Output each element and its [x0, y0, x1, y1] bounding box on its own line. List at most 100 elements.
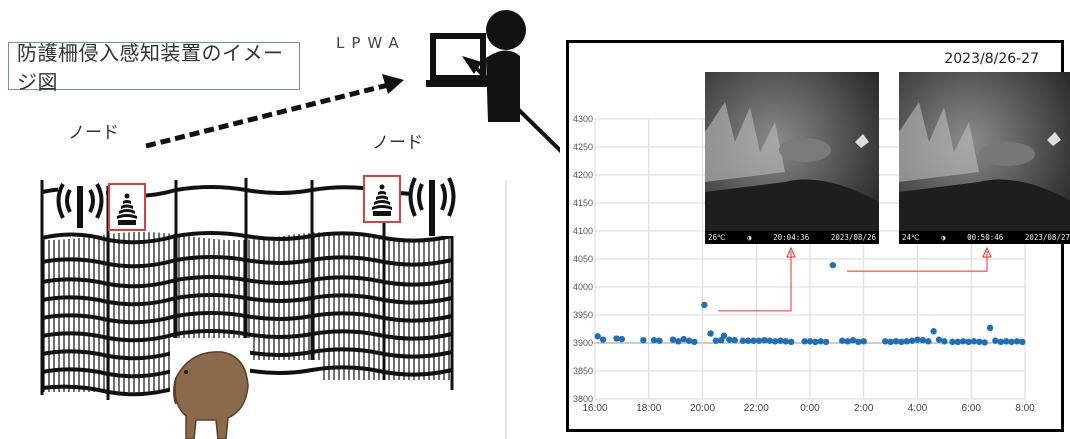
antenna-icon [56, 183, 104, 228]
x-tick-label: 8:00 [1015, 403, 1035, 414]
data-point [992, 337, 999, 344]
y-tick-label: 4000 [573, 282, 593, 292]
data-point [822, 338, 830, 346]
data-point [701, 301, 708, 309]
night-camera-photo [899, 72, 1070, 244]
data-point [855, 338, 862, 346]
node-label-left: ノード [68, 123, 119, 143]
data-point [941, 338, 948, 345]
camera-date: 2023/08/26 [830, 233, 876, 242]
x-tick-label: 4:00 [908, 403, 928, 414]
y-tick-label: 3850 [573, 366, 593, 376]
y-tick-label: 4050 [573, 254, 593, 264]
data-point [726, 336, 733, 343]
data-point [755, 337, 763, 344]
data-point [707, 330, 714, 337]
data-point [839, 337, 846, 344]
data-point [685, 337, 693, 344]
x-tick-label: 16:00 [582, 403, 607, 414]
data-point [812, 338, 819, 346]
data-point [599, 336, 607, 343]
y-tick-label: 3800 [573, 394, 593, 404]
data-point [675, 338, 682, 345]
connector-arrowhead [982, 246, 992, 258]
x-tick-label: 18:00 [636, 403, 661, 414]
moon-icon: ◑ [747, 233, 752, 242]
x-tick-label: 20:00 [690, 403, 715, 414]
node-right [363, 168, 458, 236]
sensor-chart-panel: 3800 3850 3900 3950 4000 4050 4100 4150 4200 4250… [566, 40, 1070, 432]
data-point [691, 338, 698, 346]
data-point [930, 328, 937, 335]
data-point [618, 335, 626, 343]
camera-temp: 26℃ [708, 233, 726, 242]
connector-arrowhead [786, 246, 796, 258]
data-point [844, 338, 851, 345]
data-point [782, 338, 790, 345]
lpwa-arrow [145, 74, 404, 149]
camera-date: 2023/08/27 [1024, 233, 1070, 242]
data-point [656, 337, 663, 344]
data-point [1008, 338, 1015, 346]
data-point [650, 337, 658, 344]
data-point [594, 333, 601, 340]
data-point [919, 337, 927, 344]
wild-boar-image [170, 338, 250, 439]
data-point [806, 338, 814, 345]
sensor-wave-icon [372, 184, 392, 216]
data-point [720, 332, 728, 339]
camera-image-2: 24℃ ◑ 00:50:46 2023/08/27 [899, 72, 1070, 244]
y-tick-label: 4150 [573, 198, 593, 208]
title-box: 防護柵侵入感知装置のイメージ図 [8, 41, 300, 94]
data-point [954, 338, 962, 346]
y-tick-label: 4300 [573, 114, 593, 124]
data-point [744, 337, 752, 344]
data-point [817, 338, 824, 345]
x-tick-label: 2:00 [854, 403, 874, 414]
data-point [949, 338, 956, 346]
data-point [887, 338, 894, 346]
node-label-right: ノード [372, 133, 423, 153]
data-point [777, 337, 784, 344]
data-point [925, 338, 932, 345]
camera-image-1: 26℃ ◑ 20:04:36 2023/08/26 [705, 72, 879, 244]
data-point [892, 338, 900, 345]
x-tick-label: 0:00 [800, 403, 820, 414]
data-point [997, 338, 1005, 346]
data-point [771, 338, 779, 345]
data-point [959, 338, 967, 345]
data-point [849, 337, 857, 344]
image-connector [846, 251, 988, 272]
data-point [739, 337, 747, 344]
data-point [680, 335, 687, 343]
data-point [613, 335, 620, 342]
data-point [801, 338, 808, 345]
fence-illustration [40, 10, 560, 439]
data-point [787, 338, 795, 346]
camera-time: 00:50:46 [967, 233, 1004, 242]
data-point [712, 337, 720, 344]
data-point [1002, 338, 1010, 345]
node-left [56, 183, 146, 232]
camera-time: 20:04:36 [773, 233, 810, 242]
image-connector [718, 251, 792, 312]
date-range-label: 2023/8/26-27 [944, 51, 1039, 67]
data-point [640, 337, 647, 344]
y-tick-label: 3900 [573, 338, 593, 348]
lpwa-label: LPWA [336, 34, 406, 52]
data-point [981, 339, 988, 346]
data-point [1019, 338, 1026, 346]
sensor-wave-icon [117, 193, 137, 225]
data-point [935, 336, 943, 343]
data-point [860, 338, 867, 345]
data-point [829, 261, 837, 269]
antenna-icon [408, 177, 456, 236]
camera-info-bar: 24℃ ◑ 00:50:46 2023/08/27 [899, 231, 1070, 244]
data-point [882, 338, 889, 345]
camera-temp: 24℃ [902, 233, 920, 242]
data-point [1013, 338, 1021, 345]
y-tick-label: 4100 [573, 226, 593, 236]
data-point [731, 337, 738, 344]
data-point [908, 337, 916, 344]
moon-icon: ◑ [941, 233, 946, 242]
